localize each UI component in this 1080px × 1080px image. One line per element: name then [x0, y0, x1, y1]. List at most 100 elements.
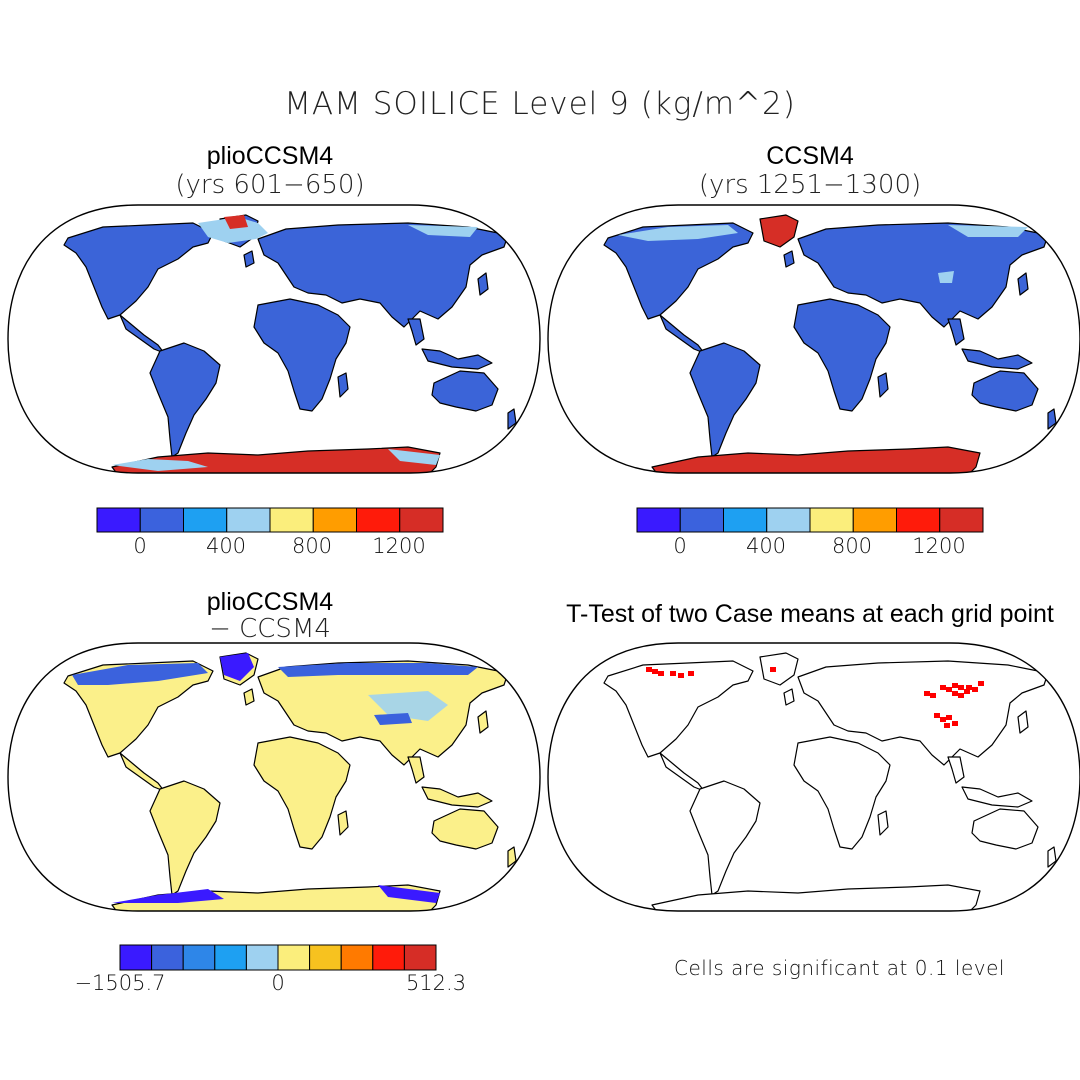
significant-cell: [978, 681, 984, 686]
colorbar-plio-label: 400: [205, 534, 247, 558]
panel-subtitle-ccsm4: (yrs 1251−1300): [698, 170, 922, 200]
landmass-australia: [971, 370, 1039, 412]
arctic-light-band: [618, 225, 738, 241]
antarctic-anomaly: [378, 885, 440, 903]
panel-subtitle-plio: (yrs 601−650): [175, 170, 365, 200]
asia-light-patch: [938, 271, 954, 283]
colorbar-swatch: [214, 944, 247, 971]
panel-title-plio: plioCCSM4: [206, 142, 334, 170]
colorbar-swatch: [139, 507, 184, 533]
colorbar-swatch: [151, 944, 184, 971]
landmass-japan: [1017, 272, 1029, 296]
map-content: [63, 214, 517, 473]
colorbar-swatch: [636, 507, 681, 533]
significant-cell: [646, 667, 652, 672]
panel-subtitle-diff: − CCSM4: [209, 614, 331, 644]
colorbar-swatch: [183, 507, 228, 533]
colorbar-swatch: [403, 944, 437, 971]
landmass-north-america: [603, 222, 754, 320]
significant-cell: [924, 691, 930, 696]
significant-cell: [652, 669, 658, 674]
colorbar-plio-label: 1200: [372, 534, 426, 558]
map-diff: [7, 642, 541, 912]
landmass-outline-africa: [793, 736, 891, 850]
figure-title: MAM SOILICE Level 9 (kg/m^2): [284, 86, 796, 122]
landmass-outline-greenland: [759, 652, 799, 686]
landmass-antarctica: [651, 446, 981, 473]
landmass-south-america: [149, 342, 221, 458]
landmass-outline-central-america: [659, 752, 705, 792]
landmass-indonesia: [421, 348, 493, 370]
landmass-south-america: [149, 780, 221, 896]
significance-note: Cells are significant at 0.1 level: [674, 956, 1005, 980]
significant-cell: [688, 671, 694, 676]
negative-anomaly: [368, 691, 448, 721]
landmass-uk: [243, 688, 255, 706]
colorbar-diff-label: 0: [271, 971, 285, 995]
landmass-australia: [431, 370, 499, 412]
significant-cell: [658, 671, 664, 676]
landmass-outline-japan: [1017, 710, 1029, 734]
colorbar-plio-label: 0: [133, 534, 147, 558]
landmass-outline-indonesia: [961, 786, 1033, 808]
landmass-indochina: [407, 756, 425, 784]
arctic-light-band: [408, 225, 478, 237]
map-ttest: [547, 642, 1080, 912]
significant-cell: [944, 723, 950, 728]
colorbar-swatch: [182, 944, 216, 971]
landmass-greenland: [759, 214, 799, 248]
colorbar-swatch: [852, 507, 897, 533]
colorbar-swatch: [372, 944, 405, 971]
significant-cell: [946, 715, 952, 720]
colorbar-swatch: [896, 507, 941, 533]
landmass-outline-madagascar: [877, 810, 889, 836]
landmass-outline-australia: [971, 808, 1039, 850]
landmass-outline-north-america: [603, 660, 754, 758]
negative-anomaly: [374, 713, 412, 725]
panel-title-ccsm4: CCSM4: [766, 142, 854, 170]
antarctic-anomaly: [112, 889, 224, 903]
landmass-madagascar: [877, 372, 889, 398]
map-frame: [547, 204, 1080, 474]
colorbar-swatch: [679, 507, 724, 533]
colorbar-swatch: [766, 507, 811, 533]
significant-cell: [946, 687, 952, 692]
landmass-japan: [477, 272, 489, 296]
significant-cell: [966, 685, 972, 690]
arctic-light-band: [948, 225, 1028, 237]
significant-cell: [964, 689, 970, 694]
significant-cell: [952, 683, 958, 688]
significant-cell: [958, 693, 964, 698]
map-content: [603, 214, 1057, 473]
landmass-central-america: [659, 314, 705, 354]
landmass-indochina: [407, 318, 425, 346]
landmass-outline-eurasia: [797, 660, 1049, 766]
colorbar-plio: [96, 507, 444, 533]
landmass-indonesia: [961, 348, 1033, 370]
landmass-japan: [477, 710, 489, 734]
greenland-ice-cap: [224, 215, 248, 229]
colorbar-swatch: [809, 507, 854, 533]
colorbar-swatch: [312, 507, 357, 533]
landmass-indonesia: [421, 786, 493, 808]
landmass-madagascar: [337, 810, 349, 836]
landmass-uk: [783, 250, 795, 268]
colorbar-plio-label: 800: [291, 534, 333, 558]
panel-title-ttest: T-Test of two Case means at each grid po…: [566, 600, 1054, 628]
colorbar-swatch: [245, 944, 279, 971]
colorbar-swatch: [226, 507, 271, 533]
colorbar-ccsm4-label: 800: [831, 534, 873, 558]
map-content: [603, 652, 1057, 911]
landmass-madagascar: [337, 372, 349, 398]
landmass-africa: [253, 298, 351, 412]
landmass-north-america: [63, 222, 214, 320]
colorbar-ccsm4-label: 400: [745, 534, 787, 558]
significant-cell: [770, 667, 776, 672]
landmass-eurasia: [257, 660, 509, 766]
landmass-central-america: [119, 314, 165, 354]
landmass-outline-antarctica: [651, 884, 981, 911]
negative-anomaly: [72, 663, 208, 685]
colorbar-ccsm4-label: 1200: [912, 534, 966, 558]
significant-cell: [952, 691, 958, 696]
arctic-light-band: [198, 217, 268, 243]
